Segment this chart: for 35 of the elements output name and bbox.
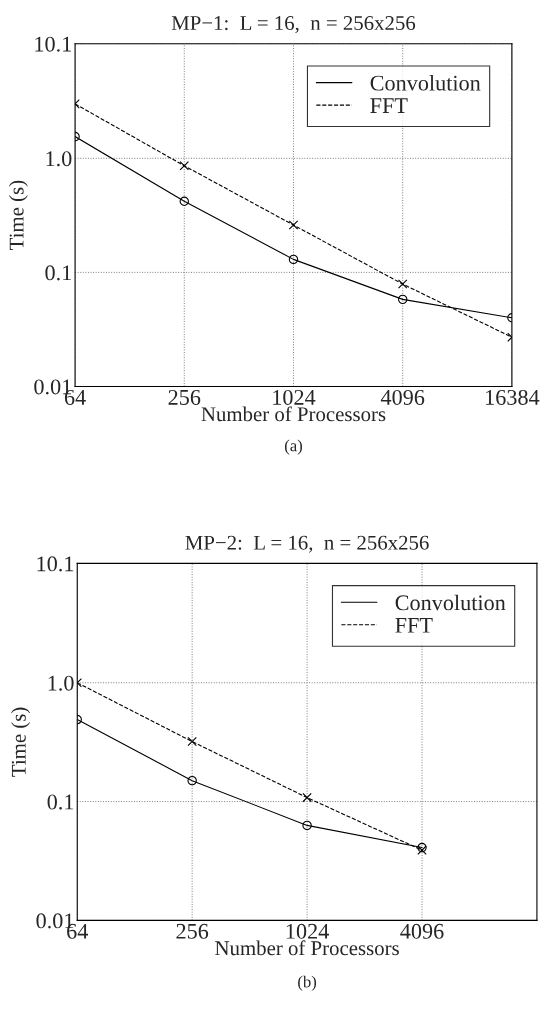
x-axis-title: Number of Processors	[201, 406, 386, 422]
x-tick-label: 16384	[486, 389, 540, 405]
x-tick-label: 4096	[400, 923, 444, 939]
x-tick-label: 4096	[380, 389, 425, 405]
point	[179, 161, 190, 171]
text: (b)	[298, 975, 317, 991]
y-tick-label: 0.1	[47, 794, 74, 810]
y-tick-label: 0.1	[45, 265, 71, 281]
y-axis-title: Time (s)	[11, 707, 31, 777]
point	[187, 775, 197, 786]
chart-title: MP−1: L = 16, n = 256x256	[171, 16, 416, 34]
point	[302, 792, 312, 803]
point	[288, 220, 299, 230]
legend-label: FFT	[395, 618, 433, 633]
legend-label: Convolution	[370, 74, 481, 91]
y-tick-label: 10.1	[37, 556, 74, 572]
point	[187, 736, 197, 747]
legend-label: FFT	[370, 98, 408, 113]
y-tick-label: 10.1	[35, 36, 71, 52]
point	[397, 279, 408, 289]
x-tick-label: 1024	[273, 389, 316, 405]
y-tick-label: 1.0	[46, 151, 72, 167]
legend-label: Convolution	[395, 594, 506, 611]
point	[288, 254, 299, 265]
point	[397, 294, 408, 305]
point	[302, 820, 312, 831]
point	[179, 196, 190, 207]
text: (a)	[284, 439, 302, 455]
chart-title: MP−2: L = 16, n = 256x256	[185, 535, 429, 553]
x-tick-label: 256	[176, 923, 209, 939]
y-axis-title: Time (s)	[8, 180, 28, 250]
x-tick-label: 256	[168, 389, 201, 405]
x-axis-title: Number of Processors	[215, 940, 399, 956]
x-tick-label: 1024	[286, 923, 329, 939]
y-tick-label: 1.0	[48, 675, 74, 691]
